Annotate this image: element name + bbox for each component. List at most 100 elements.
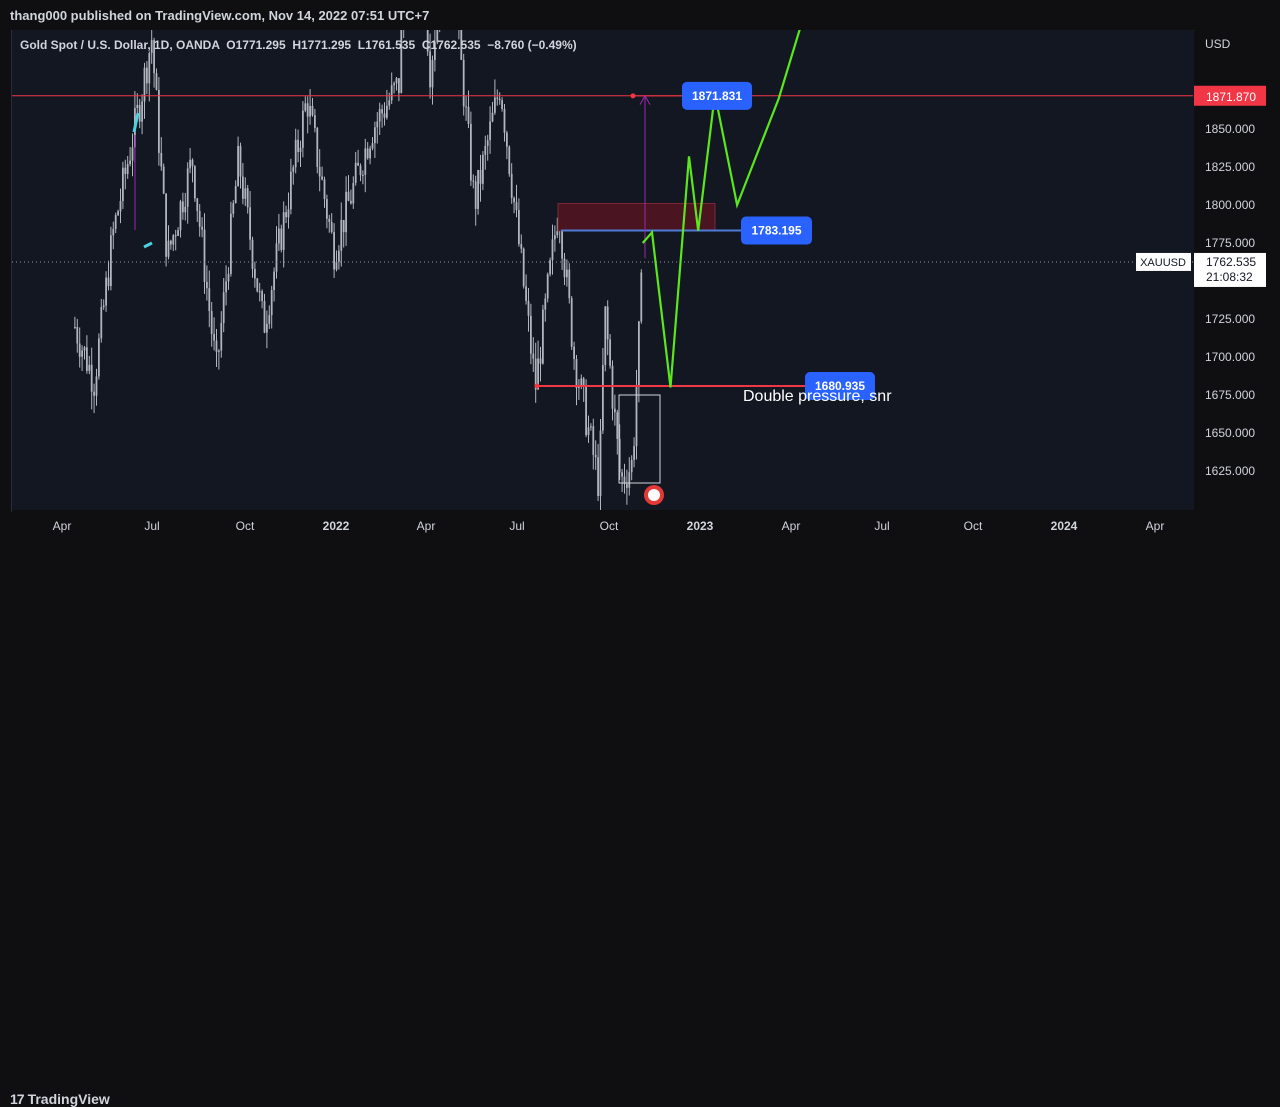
- candle-body: [589, 426, 592, 428]
- price-tick-label: 1850.000: [1205, 122, 1255, 136]
- candle-body: [599, 430, 602, 497]
- candle-body: [280, 228, 283, 250]
- candle-body: [381, 109, 383, 114]
- candle-body: [611, 365, 614, 409]
- symbol-marker[interactable]: [1136, 252, 1191, 271]
- candle-body: [273, 271, 275, 291]
- candle-body: [429, 51, 431, 88]
- candle-body: [143, 67, 146, 102]
- candle-body: [141, 101, 143, 122]
- candle-body: [376, 121, 379, 128]
- candle-body: [609, 339, 611, 366]
- candle-body: [349, 200, 352, 204]
- candle-body: [369, 148, 371, 159]
- candle-body: [289, 171, 292, 210]
- level-label-box[interactable]: [805, 371, 875, 400]
- time-tick-label: Apr: [1146, 519, 1165, 533]
- level-label[interactable]: 1680.935: [805, 371, 875, 400]
- candle-body: [400, 30, 403, 93]
- ohlc-legend: Gold Spot / U.S. Dollar, 1D, OANDA O1771…: [20, 38, 577, 52]
- level-label[interactable]: 1783.195: [741, 216, 812, 245]
- candle-body: [81, 350, 83, 357]
- candle-body: [640, 272, 643, 322]
- candle-body: [191, 159, 194, 167]
- resistance-marker-text: 1871.870: [1206, 90, 1256, 104]
- candle-body: [275, 243, 278, 272]
- candle-body: [174, 235, 177, 237]
- candle-body: [491, 112, 494, 122]
- measure-arrowhead: [639, 94, 651, 105]
- candle-body: [93, 391, 95, 396]
- candle-body: [467, 106, 470, 124]
- candle-body: [373, 127, 376, 144]
- candle-body: [395, 78, 398, 84]
- candle-body: [88, 364, 91, 371]
- candle-body: [172, 235, 175, 245]
- candle-body: [249, 207, 251, 240]
- candles-group: [73, 0, 643, 510]
- last-price-text: 1762.535: [1206, 255, 1256, 269]
- candle-body: [354, 162, 357, 184]
- candle-body: [637, 321, 640, 388]
- price-tick-label: 1675.000: [1205, 388, 1255, 402]
- level-label[interactable]: 1871.831: [682, 81, 752, 110]
- candle-body: [109, 235, 112, 287]
- price-tick-label: 1650.000: [1205, 426, 1255, 440]
- candle-body: [90, 364, 93, 392]
- candle-body: [184, 206, 187, 213]
- candle-body: [469, 123, 472, 181]
- price-tick-label: 1725.000: [1205, 312, 1255, 326]
- close-label: C: [421, 38, 431, 52]
- candle-body: [78, 343, 81, 357]
- candle-body: [261, 291, 263, 301]
- candle-body: [397, 78, 400, 93]
- candle-body: [601, 365, 604, 431]
- candle-body: [277, 228, 280, 244]
- countdown-text: 21:08:32: [1206, 270, 1253, 284]
- candle-body: [453, 0, 455, 6]
- candle-body: [486, 140, 489, 146]
- candle-body: [633, 446, 635, 460]
- candle-body: [568, 269, 571, 299]
- candle-body: [208, 288, 211, 312]
- candle-body: [465, 106, 467, 108]
- candle-body: [196, 198, 199, 211]
- tradingview-logo-icon: 17: [10, 1091, 25, 1107]
- candle-body: [292, 167, 295, 172]
- candle-body: [220, 323, 223, 351]
- candle-body: [129, 160, 131, 164]
- candle-body: [537, 358, 539, 390]
- candle-body: [333, 232, 335, 270]
- candle-body: [393, 83, 395, 86]
- candle-body: [131, 147, 134, 161]
- candle-body: [160, 152, 163, 167]
- candle-body: [112, 228, 115, 236]
- low-value: 1761.535: [365, 38, 416, 52]
- bottom-bar: 17 TradingView: [0, 540, 1280, 1107]
- candle-body: [76, 326, 79, 344]
- level-label-box[interactable]: [741, 216, 812, 245]
- candle-body: [522, 248, 525, 287]
- candle-body: [525, 286, 527, 302]
- candle-body: [498, 98, 501, 101]
- candle-body: [594, 454, 597, 458]
- candle-body: [258, 291, 261, 293]
- candle-body: [270, 290, 273, 316]
- time-tick-label: 2022: [323, 519, 350, 533]
- candle-body: [532, 353, 535, 359]
- time-tick-label: 2024: [1051, 519, 1078, 533]
- candle-body: [244, 188, 247, 199]
- drawing-mark: [143, 241, 153, 249]
- candle-body: [181, 201, 184, 213]
- candle-body: [299, 147, 302, 152]
- level-label-box[interactable]: [682, 81, 752, 110]
- candle-body: [587, 427, 590, 436]
- tradingview-logo[interactable]: 17 TradingView: [10, 1091, 110, 1107]
- plot-background: [12, 30, 1193, 510]
- candle-body: [253, 268, 256, 279]
- symbol-title[interactable]: Gold Spot / U.S. Dollar, 1D, OANDA: [20, 38, 220, 52]
- candle-body: [436, 30, 439, 43]
- currency-label: USD: [1205, 37, 1231, 51]
- candle-body: [503, 108, 506, 133]
